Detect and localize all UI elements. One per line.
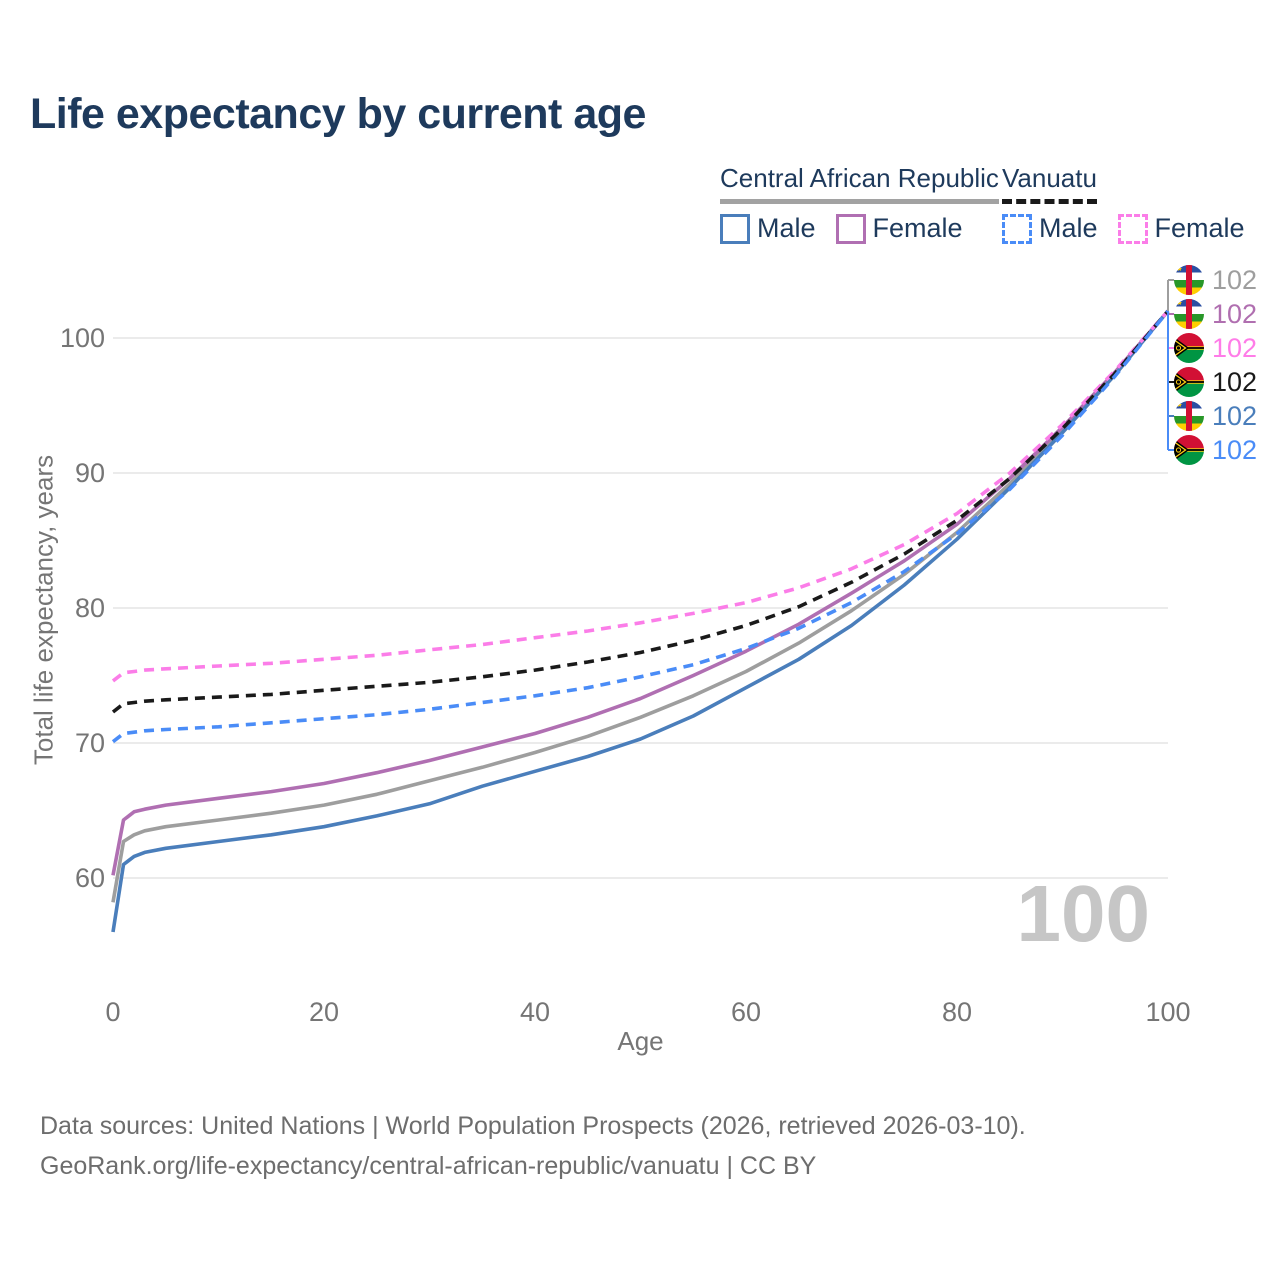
- legend-label: Female: [1154, 213, 1245, 243]
- series-end-value: 102: [1212, 298, 1258, 329]
- series-end-value: 102: [1212, 264, 1258, 295]
- footer-sources-line: Data sources: United Nations | World Pop…: [40, 1112, 1026, 1140]
- vanuatu-flag-icon: [1174, 333, 1204, 363]
- age-watermark: 100: [1017, 869, 1150, 958]
- page-title: Life expectancy by current age: [30, 90, 646, 138]
- footer: Data sources: United Nations | World Pop…: [40, 1106, 1026, 1186]
- series-end-value: 102: [1212, 366, 1258, 397]
- legend-title-vanuatu[interactable]: Vanuatu: [1002, 163, 1097, 204]
- end-label-row-vu-total: 102: [1174, 365, 1257, 399]
- line-car-total[interactable]: [111, 309, 1170, 903]
- central-african-republic-flag-icon: [1174, 401, 1204, 431]
- car-female-swatch-icon: [835, 213, 866, 244]
- x-tick-label: 60: [731, 997, 761, 1027]
- vanuatu-male-swatch-icon: [1002, 213, 1032, 244]
- end-label-row-car-female: 102: [1174, 297, 1257, 331]
- line-car-male[interactable]: [111, 309, 1170, 933]
- y-tick-label: 80: [75, 593, 105, 623]
- vanuatu-female-swatch-icon: [1117, 213, 1148, 244]
- y-tick-label: 90: [75, 458, 105, 488]
- y-tick-label: 100: [60, 323, 105, 353]
- line-vu-total[interactable]: [111, 309, 1170, 714]
- line-vu-female[interactable]: [111, 309, 1170, 683]
- x-tick-label: 0: [105, 997, 120, 1027]
- series-end-labels: 102 102 102 102 102 102: [1174, 263, 1257, 467]
- legend-item-vanuatu-female[interactable]: Female: [1117, 213, 1245, 244]
- legend-title-central-african-republic[interactable]: Central African Republic: [720, 163, 999, 204]
- legend-group-vanuatu: Vanuatu Male Female: [1002, 163, 1245, 244]
- legend-group-central-african-republic: Central African Republic Male Female: [720, 163, 999, 244]
- legend-item-vanuatu-male[interactable]: Male: [1002, 213, 1098, 244]
- x-axis-title: Age: [617, 1026, 664, 1056]
- central-african-republic-flag-icon: [1174, 299, 1204, 329]
- legend-label: Male: [757, 213, 816, 243]
- x-tick-label: 40: [520, 997, 550, 1027]
- series-end-value: 102: [1212, 434, 1258, 465]
- legend-item-car-female[interactable]: Female: [835, 213, 963, 244]
- series-end-value: 102: [1212, 400, 1258, 431]
- line-car-female[interactable]: [111, 309, 1170, 876]
- legend-label: Male: [1039, 213, 1098, 243]
- vanuatu-flag-icon: [1174, 367, 1204, 397]
- footer-url-line: GeoRank.org/life-expectancy/central-afri…: [40, 1152, 817, 1180]
- vanuatu-flag-icon: [1174, 435, 1204, 465]
- line-vu-male[interactable]: [111, 309, 1170, 744]
- x-tick-label: 20: [309, 997, 339, 1027]
- legend-label: Female: [872, 213, 963, 243]
- car-male-swatch-icon: [720, 213, 750, 244]
- y-tick-label: 70: [75, 728, 105, 758]
- end-label-row-vu-female: 102: [1174, 331, 1257, 365]
- end-label-row-car-total: 102: [1174, 263, 1257, 297]
- legend-item-car-male[interactable]: Male: [720, 213, 816, 244]
- end-label-row-car-male: 102: [1174, 399, 1257, 433]
- y-axis-title: Total life expectancy, years: [28, 454, 59, 766]
- y-tick-label: 60: [75, 863, 105, 893]
- end-label-row-vu-male: 102: [1174, 433, 1257, 467]
- x-tick-label: 80: [942, 997, 972, 1027]
- x-tick-label: 100: [1145, 997, 1190, 1027]
- central-african-republic-flag-icon: [1174, 265, 1204, 295]
- series-end-value: 102: [1212, 332, 1258, 363]
